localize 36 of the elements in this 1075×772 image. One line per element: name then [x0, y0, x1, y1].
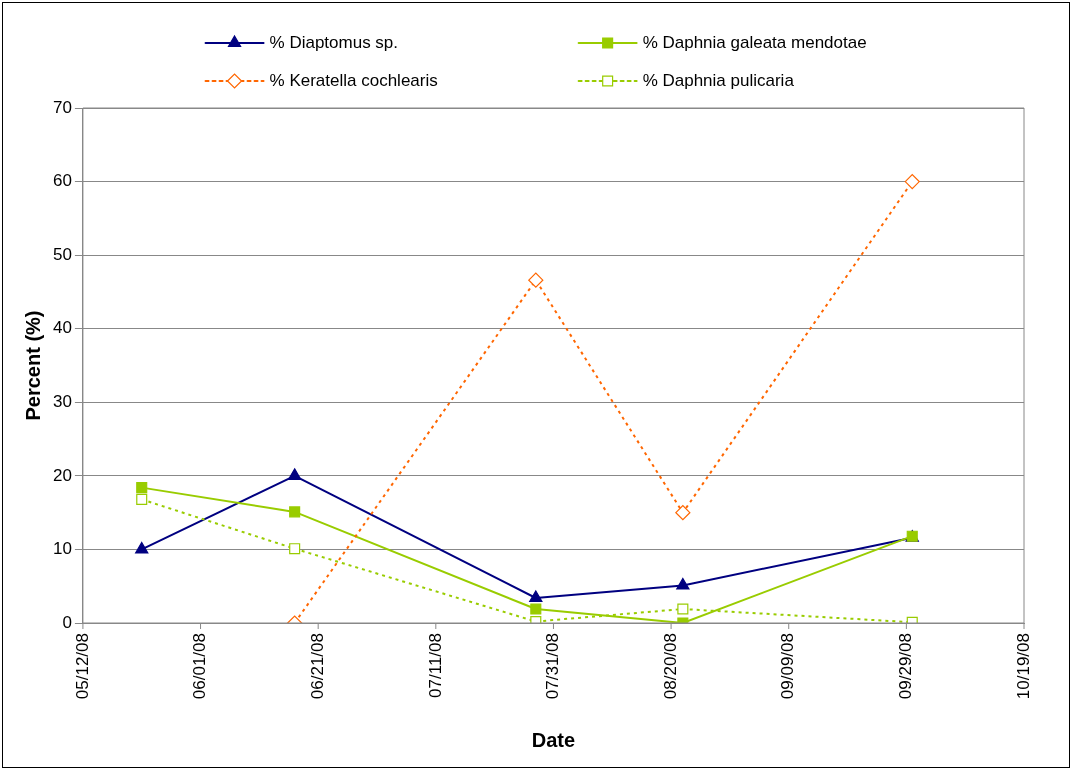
- x-tick-label: 07/31/08: [543, 633, 563, 700]
- x-tick-label: 05/12/08: [72, 633, 92, 700]
- y-tick-label: 70: [52, 97, 72, 117]
- y-tick-label: 60: [52, 171, 72, 191]
- point: [136, 493, 148, 505]
- point: [530, 603, 542, 615]
- point: [136, 482, 148, 494]
- point: [528, 272, 544, 288]
- x-tick-label: 09/09/08: [778, 633, 798, 700]
- x-tick-label: 07/11/08: [425, 633, 445, 698]
- x-axis-title: Date: [531, 728, 576, 751]
- y-axis-title: Percent (%): [21, 310, 44, 421]
- y-tick-label: 50: [52, 244, 72, 264]
- y-tick-label: 40: [52, 318, 72, 338]
- y-tick-label: 10: [52, 539, 72, 559]
- legend-label: % Diaptomus sp.: [269, 32, 399, 52]
- point: [289, 506, 301, 518]
- point: [287, 468, 302, 480]
- x-tick-label: 08/20/08: [660, 633, 680, 700]
- point: [529, 590, 543, 603]
- point: [135, 541, 149, 554]
- legend-label: % Daphnia pulicaria: [642, 70, 795, 90]
- point: [677, 603, 689, 615]
- x-tick-label: 06/01/08: [190, 633, 210, 700]
- point: [675, 505, 691, 521]
- y-tick-label: 30: [52, 391, 72, 411]
- x-tick-label: 10/19/08: [1013, 633, 1033, 700]
- y-tick-label: 20: [52, 465, 72, 485]
- legend-label: % Keratella cochlearis: [269, 70, 438, 90]
- point: [676, 577, 690, 590]
- x-tick-label: 09/29/08: [896, 633, 916, 700]
- x-tick-label: 06/21/08: [307, 633, 327, 700]
- legend-label: % Daphnia galeata mendotae: [642, 32, 867, 52]
- point: [904, 173, 920, 190]
- point: [289, 543, 301, 555]
- y-tick-label: 0: [62, 612, 72, 632]
